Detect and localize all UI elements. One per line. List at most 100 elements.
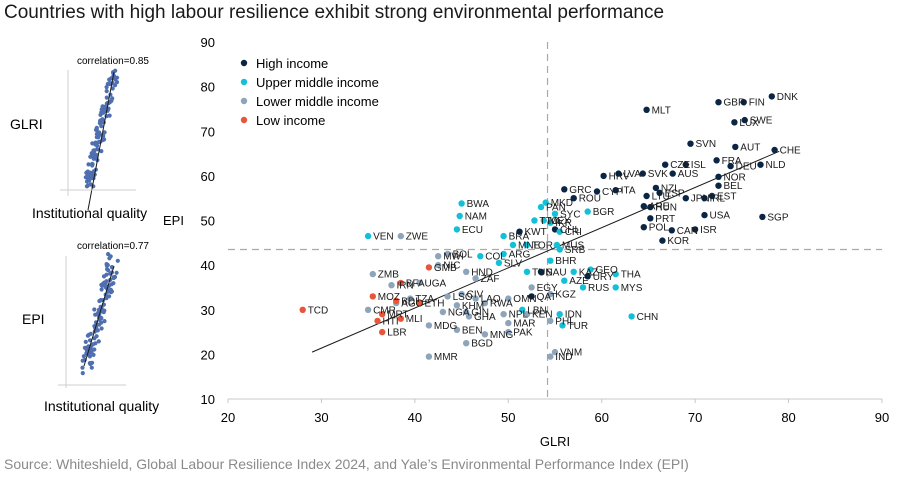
point-lso <box>444 293 451 300</box>
mini-point <box>101 310 106 315</box>
point-lbr <box>379 328 386 336</box>
point-label-rou: ROU <box>579 194 601 205</box>
point-label-nic: NIC <box>443 261 460 272</box>
point-label-swe: SWE <box>750 116 773 127</box>
point-geo <box>587 266 594 273</box>
point-label-mlt: MLT <box>652 105 671 116</box>
main-chart-ylabel: EPI <box>163 213 184 228</box>
mini-point <box>108 288 113 293</box>
mini-point <box>86 173 91 178</box>
point-col <box>477 253 484 260</box>
point-label-ikr: IKR <box>555 218 572 229</box>
x-tick-label: 90 <box>875 410 889 425</box>
point-tor <box>523 241 531 249</box>
y-tick-label: 20 <box>201 347 215 362</box>
point-eth <box>416 299 423 307</box>
point-isr <box>691 226 699 233</box>
mini-chart-epi-points <box>80 252 120 376</box>
mini-point <box>105 262 110 268</box>
x-tick-label: 70 <box>688 410 702 425</box>
point-cze <box>662 161 669 168</box>
point-ita <box>612 187 619 194</box>
mini-point <box>89 349 94 355</box>
point-label-mus: MUS <box>562 241 585 252</box>
point-srb <box>556 246 563 253</box>
point-label-prt: PRT <box>655 214 675 225</box>
point-label-ury: URY <box>593 272 614 283</box>
point-label-slv: SLV <box>504 258 522 269</box>
point-label-mwi: MWI <box>443 252 464 263</box>
point-label-egy: EGY <box>537 283 558 294</box>
point-label-bol: BOL <box>453 250 473 261</box>
point-label-tur: TUR <box>568 321 589 332</box>
point-esp <box>656 189 663 196</box>
point-egy <box>528 284 535 291</box>
point-qat <box>528 293 535 300</box>
mini-point <box>82 345 87 350</box>
point-ben <box>453 326 461 333</box>
point-label-bel: BEL <box>724 181 743 192</box>
point-label-cze: CZE <box>670 160 690 171</box>
legend-marker <box>240 97 248 105</box>
point-label-mex: MEX <box>549 216 571 227</box>
point-mlt <box>643 106 650 114</box>
point-label-kwt: KWT <box>525 227 547 238</box>
mini-chart-glri-fit-line <box>87 71 115 211</box>
point-label-arg: ARG <box>509 250 531 261</box>
point-tto <box>531 217 538 224</box>
point-label-aze: AZE <box>569 276 589 287</box>
point-mys <box>612 284 619 291</box>
point-label-rwa: RWA <box>490 299 513 310</box>
point-rou <box>570 195 577 202</box>
legend-marker <box>240 59 248 67</box>
mini-point <box>99 149 104 154</box>
point-nam <box>456 212 463 220</box>
point-label-srb: SRB <box>565 245 586 256</box>
mini-point <box>114 270 119 275</box>
mini-point <box>91 149 96 154</box>
mini-point <box>104 89 109 94</box>
point-label-jpn: JPN <box>691 194 710 205</box>
point-label-irl: IRL <box>710 194 726 205</box>
point-vnm <box>551 348 559 356</box>
point-jpn <box>682 195 689 202</box>
x-tick-label: 80 <box>781 410 795 425</box>
mini-point <box>100 282 105 287</box>
main-chart-reference-lines <box>228 42 882 399</box>
point-lva <box>615 170 622 177</box>
mini-point <box>102 130 107 135</box>
main-chart-xlabel: GLRI <box>540 434 570 449</box>
y-tick-label: 80 <box>201 80 215 95</box>
point-label-tun: TUN <box>532 267 553 278</box>
mini-point <box>88 154 94 159</box>
mini-chart-glri-xlabel: Institutional quality <box>32 205 147 221</box>
mini-point <box>81 354 86 359</box>
point-label-eth: ETH <box>425 299 445 310</box>
mini-point <box>103 284 108 290</box>
point-irl <box>701 195 708 202</box>
mini-point <box>104 272 109 277</box>
point-lao <box>472 295 479 302</box>
point-label-moz: MOZ <box>378 292 400 303</box>
point-sgp <box>759 213 766 221</box>
point-hrv <box>600 172 607 180</box>
mini-point <box>103 281 108 286</box>
point-hnd <box>463 268 470 275</box>
point-label-bra: BRA <box>509 232 530 243</box>
point-label-lbr: LBR <box>387 328 406 339</box>
legend-label: High income <box>256 56 328 71</box>
point-cmr <box>364 306 372 313</box>
point-label-bgr: BGR <box>593 207 615 218</box>
point-label-tor: TOR <box>532 241 553 252</box>
point-mar <box>505 319 512 327</box>
point-label-col: COL <box>485 252 506 263</box>
point-label-sgp: SGP <box>767 212 788 223</box>
point-zmb <box>369 270 376 278</box>
point-are <box>640 203 647 210</box>
mini-chart-glri-points <box>83 68 120 189</box>
point-nor <box>715 173 722 180</box>
point-label-mys: MYS <box>621 283 643 294</box>
point-rwa <box>481 299 489 307</box>
point-aut <box>732 143 739 151</box>
point-gmb <box>425 264 433 271</box>
